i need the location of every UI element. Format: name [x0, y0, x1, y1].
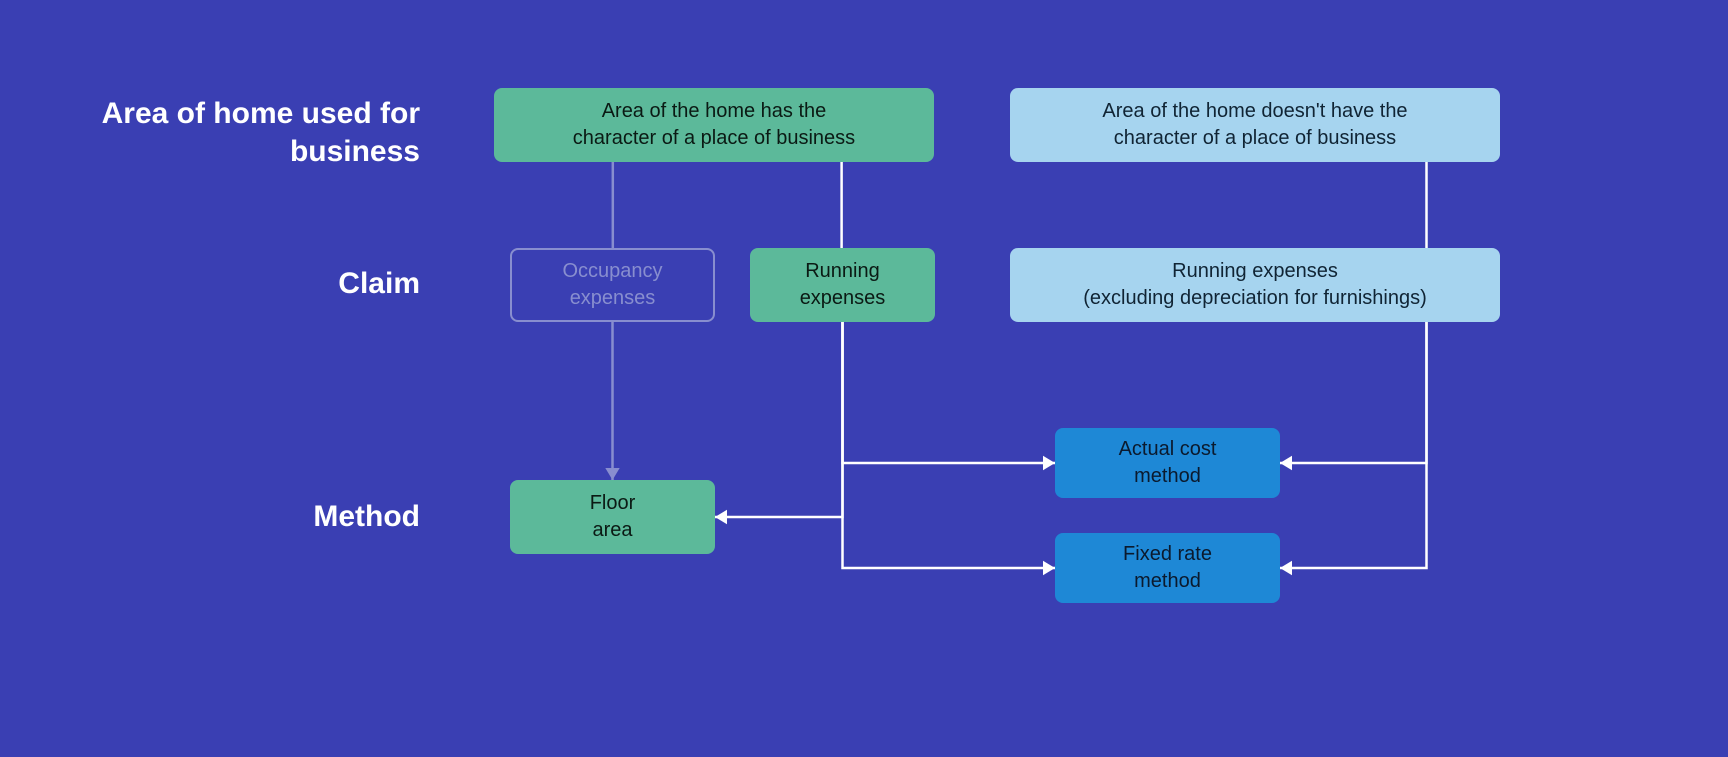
node-n7: Actual costmethod	[1055, 428, 1280, 498]
row-label-lbl_claim: Claim	[80, 265, 420, 303]
node-n8: Fixed ratemethod	[1055, 533, 1280, 603]
edge-e4	[715, 322, 843, 517]
diagram-canvas: Area of home used for business Claim Metho…	[0, 0, 1728, 757]
node-n4: Runningexpenses	[750, 248, 935, 322]
edge-e6	[843, 322, 1056, 568]
row-label-lbl_area: Area of home used for business	[80, 95, 420, 170]
node-n3: Occupancyexpenses	[510, 248, 715, 322]
node-n6: Floorarea	[510, 480, 715, 554]
row-label-lbl_method: Method	[80, 498, 420, 536]
edge-e9	[1280, 322, 1427, 568]
edge-e8	[1280, 322, 1427, 463]
node-n1: Area of the home has thecharacter of a p…	[494, 88, 934, 162]
node-n2: Area of the home doesn't have thecharact…	[1010, 88, 1500, 162]
node-n5: Running expenses(excluding depreciation …	[1010, 248, 1500, 322]
edge-e5	[843, 322, 1056, 463]
